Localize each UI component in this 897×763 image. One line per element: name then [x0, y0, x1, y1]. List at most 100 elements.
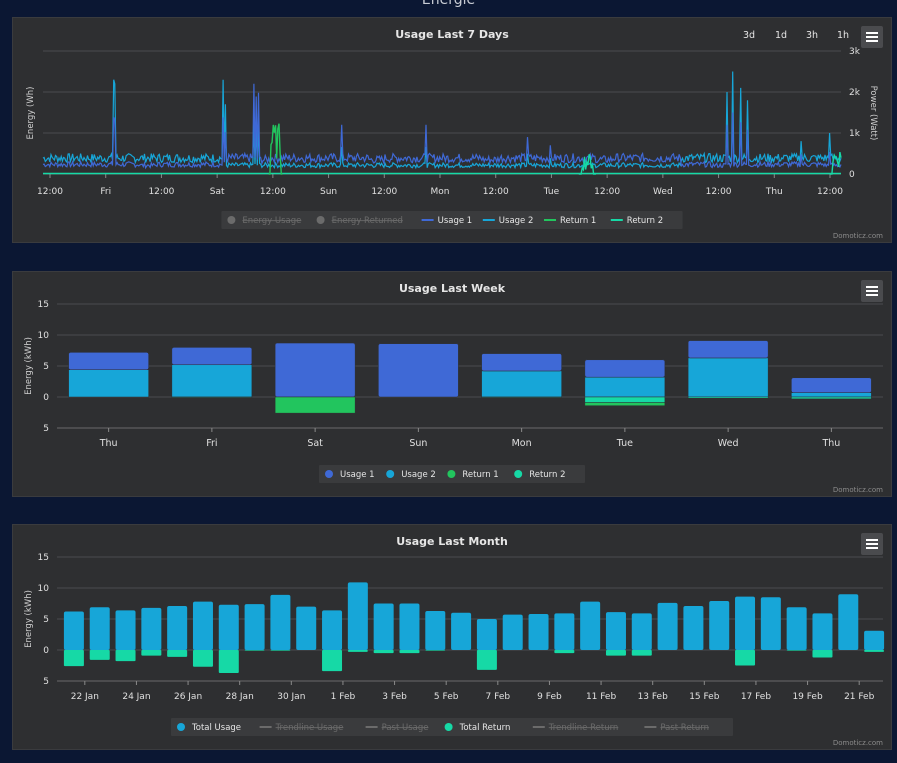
y-axis-right-tick: 1k: [849, 129, 861, 139]
chart2-legend-item-usage-1[interactable]: Usage 1: [325, 470, 375, 480]
x-axis-tick: Sun: [409, 438, 427, 449]
legend-label: Energy Returned: [332, 216, 403, 226]
bar-return-2: [584, 396, 666, 403]
chart3-legend-item-trendline-return[interactable]: Trendline Return: [532, 723, 619, 733]
bar-total-usage: [347, 582, 368, 650]
legend-label: Total Usage: [191, 723, 241, 733]
x-axis-tick: Thu: [821, 438, 840, 449]
chart-title: Usage Last 7 Days: [395, 28, 509, 41]
bar-usage-1: [791, 377, 872, 393]
bar-total-return: [605, 650, 626, 656]
y-axis-right-tick: 3k: [849, 47, 861, 57]
bar-total-return: [115, 650, 136, 662]
x-axis-tick: 12:00: [817, 187, 843, 197]
chart1-legend-item-return-1[interactable]: Return 1: [544, 216, 596, 226]
bar-total-return: [89, 650, 110, 660]
x-axis-tick: Sun: [320, 187, 337, 197]
bar-usage-2: [68, 369, 149, 398]
chart2-legend-item-usage-2[interactable]: Usage 2: [386, 470, 436, 480]
range-button-3h[interactable]: 3h: [806, 30, 818, 41]
bar-total-usage: [141, 607, 162, 650]
chart1-legend-item-usage-1[interactable]: Usage 1: [421, 216, 473, 226]
chart-credit[interactable]: Domoticz.com: [833, 232, 883, 240]
bar-total-usage: [192, 601, 213, 650]
legend-label: Trendline Return: [548, 723, 619, 733]
bar-total-return: [192, 650, 213, 667]
chart-menu-button[interactable]: [861, 280, 883, 302]
legend-label: Usage 2: [499, 216, 534, 226]
chart1-legend-item-energy-returned[interactable]: Energy Returned: [316, 216, 403, 226]
chart1-legend-item-usage-2[interactable]: Usage 2: [482, 216, 534, 226]
series-usage-2-line: [42, 71, 842, 170]
range-button-1h[interactable]: 1h: [837, 30, 849, 41]
legend-label: Return 2: [627, 216, 663, 226]
chart3-legend-item-past-usage[interactable]: Past Usage: [365, 723, 429, 733]
bar-total-usage: [89, 607, 110, 650]
bar-total-usage: [838, 594, 859, 650]
range-button-1d[interactable]: 1d: [775, 30, 787, 41]
x-axis-tick: 5 Feb: [434, 692, 459, 702]
bar-total-usage: [554, 613, 575, 650]
range-button-3d[interactable]: 3d: [743, 30, 755, 41]
legend-label: Trendline Usage: [275, 723, 344, 733]
x-axis-tick: 26 Jan: [174, 692, 202, 702]
chart-menu-button[interactable]: [861, 533, 883, 555]
bar-usage-2: [171, 364, 253, 398]
legend-label: Total Return: [459, 723, 511, 733]
chart1-legend-item-return-2[interactable]: Return 2: [610, 216, 663, 226]
chart-credit[interactable]: Domoticz.com: [833, 486, 883, 494]
bar-total-usage: [605, 612, 626, 650]
bar-usage-1: [584, 359, 666, 378]
x-axis-tick: Wed: [718, 438, 739, 449]
bar-total-usage: [244, 604, 265, 650]
bar-total-usage: [451, 612, 472, 650]
y-axis-label: Energy (kWh): [24, 590, 34, 648]
x-axis-tick: 12:00: [260, 187, 286, 197]
bar-total-usage: [760, 597, 781, 650]
legend-label: Return 2: [529, 470, 565, 480]
chart-panel-usage-last-month: Usage Last Month 15 10 5 0 5 Energy (kWh) 22 Ja…: [12, 524, 892, 750]
chart-menu-button[interactable]: [861, 26, 883, 48]
chart3-legend-item-total-return[interactable]: Total Return: [444, 723, 511, 733]
bar-total-usage: [735, 596, 756, 650]
x-axis-tick: Tue: [616, 438, 633, 449]
y-axis-tick: 15: [38, 300, 49, 310]
bar-total-usage: [425, 610, 446, 650]
chart-credit[interactable]: Domoticz.com: [833, 739, 883, 747]
bar-total-usage: [502, 614, 523, 650]
series-return-1-line: [268, 123, 283, 175]
chart2-legend-item-return-2[interactable]: Return 2: [514, 470, 566, 480]
x-axis-tick: 19 Feb: [792, 692, 823, 702]
bar-total-usage: [373, 603, 394, 650]
bar-return-1: [274, 396, 356, 414]
y-axis-right-tick: 0: [849, 170, 855, 180]
chart3-legend-item-total-usage[interactable]: Total Usage: [177, 723, 241, 733]
x-axis-tick: 21 Feb: [844, 692, 875, 702]
bar-total-usage: [115, 610, 136, 650]
bar-total-return: [167, 650, 188, 657]
legend-label: Past Usage: [382, 723, 429, 733]
bar-return-2: [791, 396, 872, 400]
chart1-legend-item-energy-usage[interactable]: Energy Usage: [227, 216, 301, 226]
chart2-legend-item-return-1[interactable]: Return 1: [447, 470, 499, 480]
bar-total-return: [864, 650, 885, 652]
x-axis-tick: Thu: [765, 187, 783, 197]
chart3-legend-item-past-return[interactable]: Past Return: [644, 723, 709, 733]
x-axis-tick: Sat: [307, 438, 323, 449]
bar-total-return: [554, 650, 575, 654]
series-usage-1-line: [42, 83, 842, 170]
bar-usage-1: [171, 347, 253, 366]
bar-usage-1: [481, 353, 562, 372]
legend-symbol: [444, 723, 453, 731]
x-axis-tick: 1 Feb: [331, 692, 356, 702]
x-axis-tick: 9 Feb: [537, 692, 562, 702]
bar-total-return: [373, 650, 394, 654]
bar-total-return: [399, 650, 420, 654]
x-axis-tick: 7 Feb: [486, 692, 511, 702]
bar-total-return: [244, 650, 265, 651]
y-axis-right-label: Power (Watt): [868, 86, 878, 141]
chart3-legend-item-trendline-usage[interactable]: Trendline Usage: [259, 723, 344, 733]
legend-label: Past Return: [660, 723, 709, 733]
bar-total-usage: [786, 607, 807, 650]
bar-total-return: [735, 650, 756, 666]
